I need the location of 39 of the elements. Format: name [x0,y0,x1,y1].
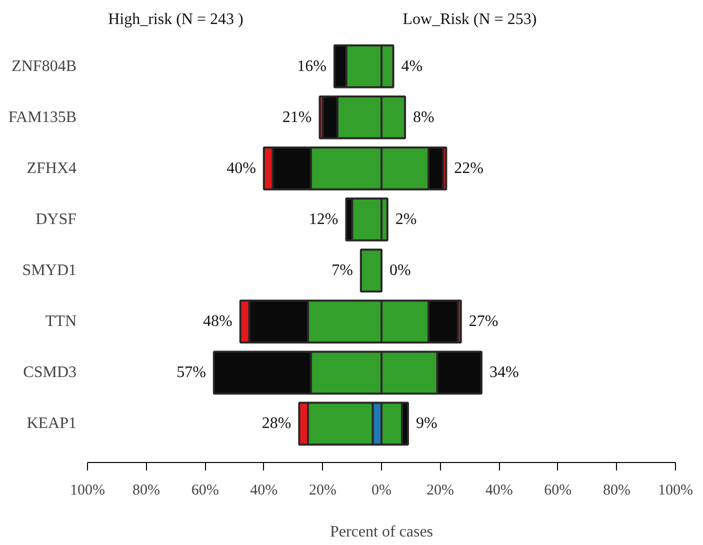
y-tick-label: ZFHX4 [26,160,76,177]
annotation: 22% [454,160,484,177]
annotation: 7% [332,262,353,280]
annotation: 0% [390,262,411,280]
annotation: 2% [395,210,417,228]
y-tick-label: SMYD1 [22,262,76,280]
annotation: 21% [282,108,312,126]
text: Low_Risk (N = 253) [402,10,537,28]
y-tick-label: KEAP1 [26,415,76,432]
y-tick-label: TTN [45,313,77,330]
x-tick-label: 40% [250,482,278,498]
annotation: 34% [489,364,519,382]
annotation: 4% [401,58,423,75]
x-tick-label: 100% [70,482,105,498]
y-tick-label: FAM135B [8,108,77,126]
x-tick-label: 60% [191,482,219,498]
annotation: 57% [176,364,206,382]
x-axis-title: Percent of cases [330,524,434,540]
annotation: 48% [203,313,232,330]
x-tick-label: 100% [658,482,693,498]
x-tick-label: 0% [372,482,392,498]
x-tick-label: 80% [602,482,630,498]
x-tick-label: 40% [485,482,513,498]
x-tick-label: 80% [132,482,160,498]
x-tick-label: 60% [544,482,572,498]
y-tick-label: ZNF804B [12,58,77,75]
y-tick-label: DYSF [36,210,77,228]
text: High_risk (N = 243 ) [108,10,244,28]
annotation: 40% [226,160,256,177]
annotation: 28% [262,415,292,432]
x-tick-label: 20% [308,482,336,498]
annotation: 12% [308,210,338,228]
y-tick-label: CSMD3 [23,364,77,382]
annotation: 8% [413,108,434,126]
annotation: 27% [468,313,498,330]
annotation: 9% [416,415,438,432]
bar [360,248,382,292]
x-tick-label: 20% [426,482,454,498]
annotation: 16% [297,58,326,75]
